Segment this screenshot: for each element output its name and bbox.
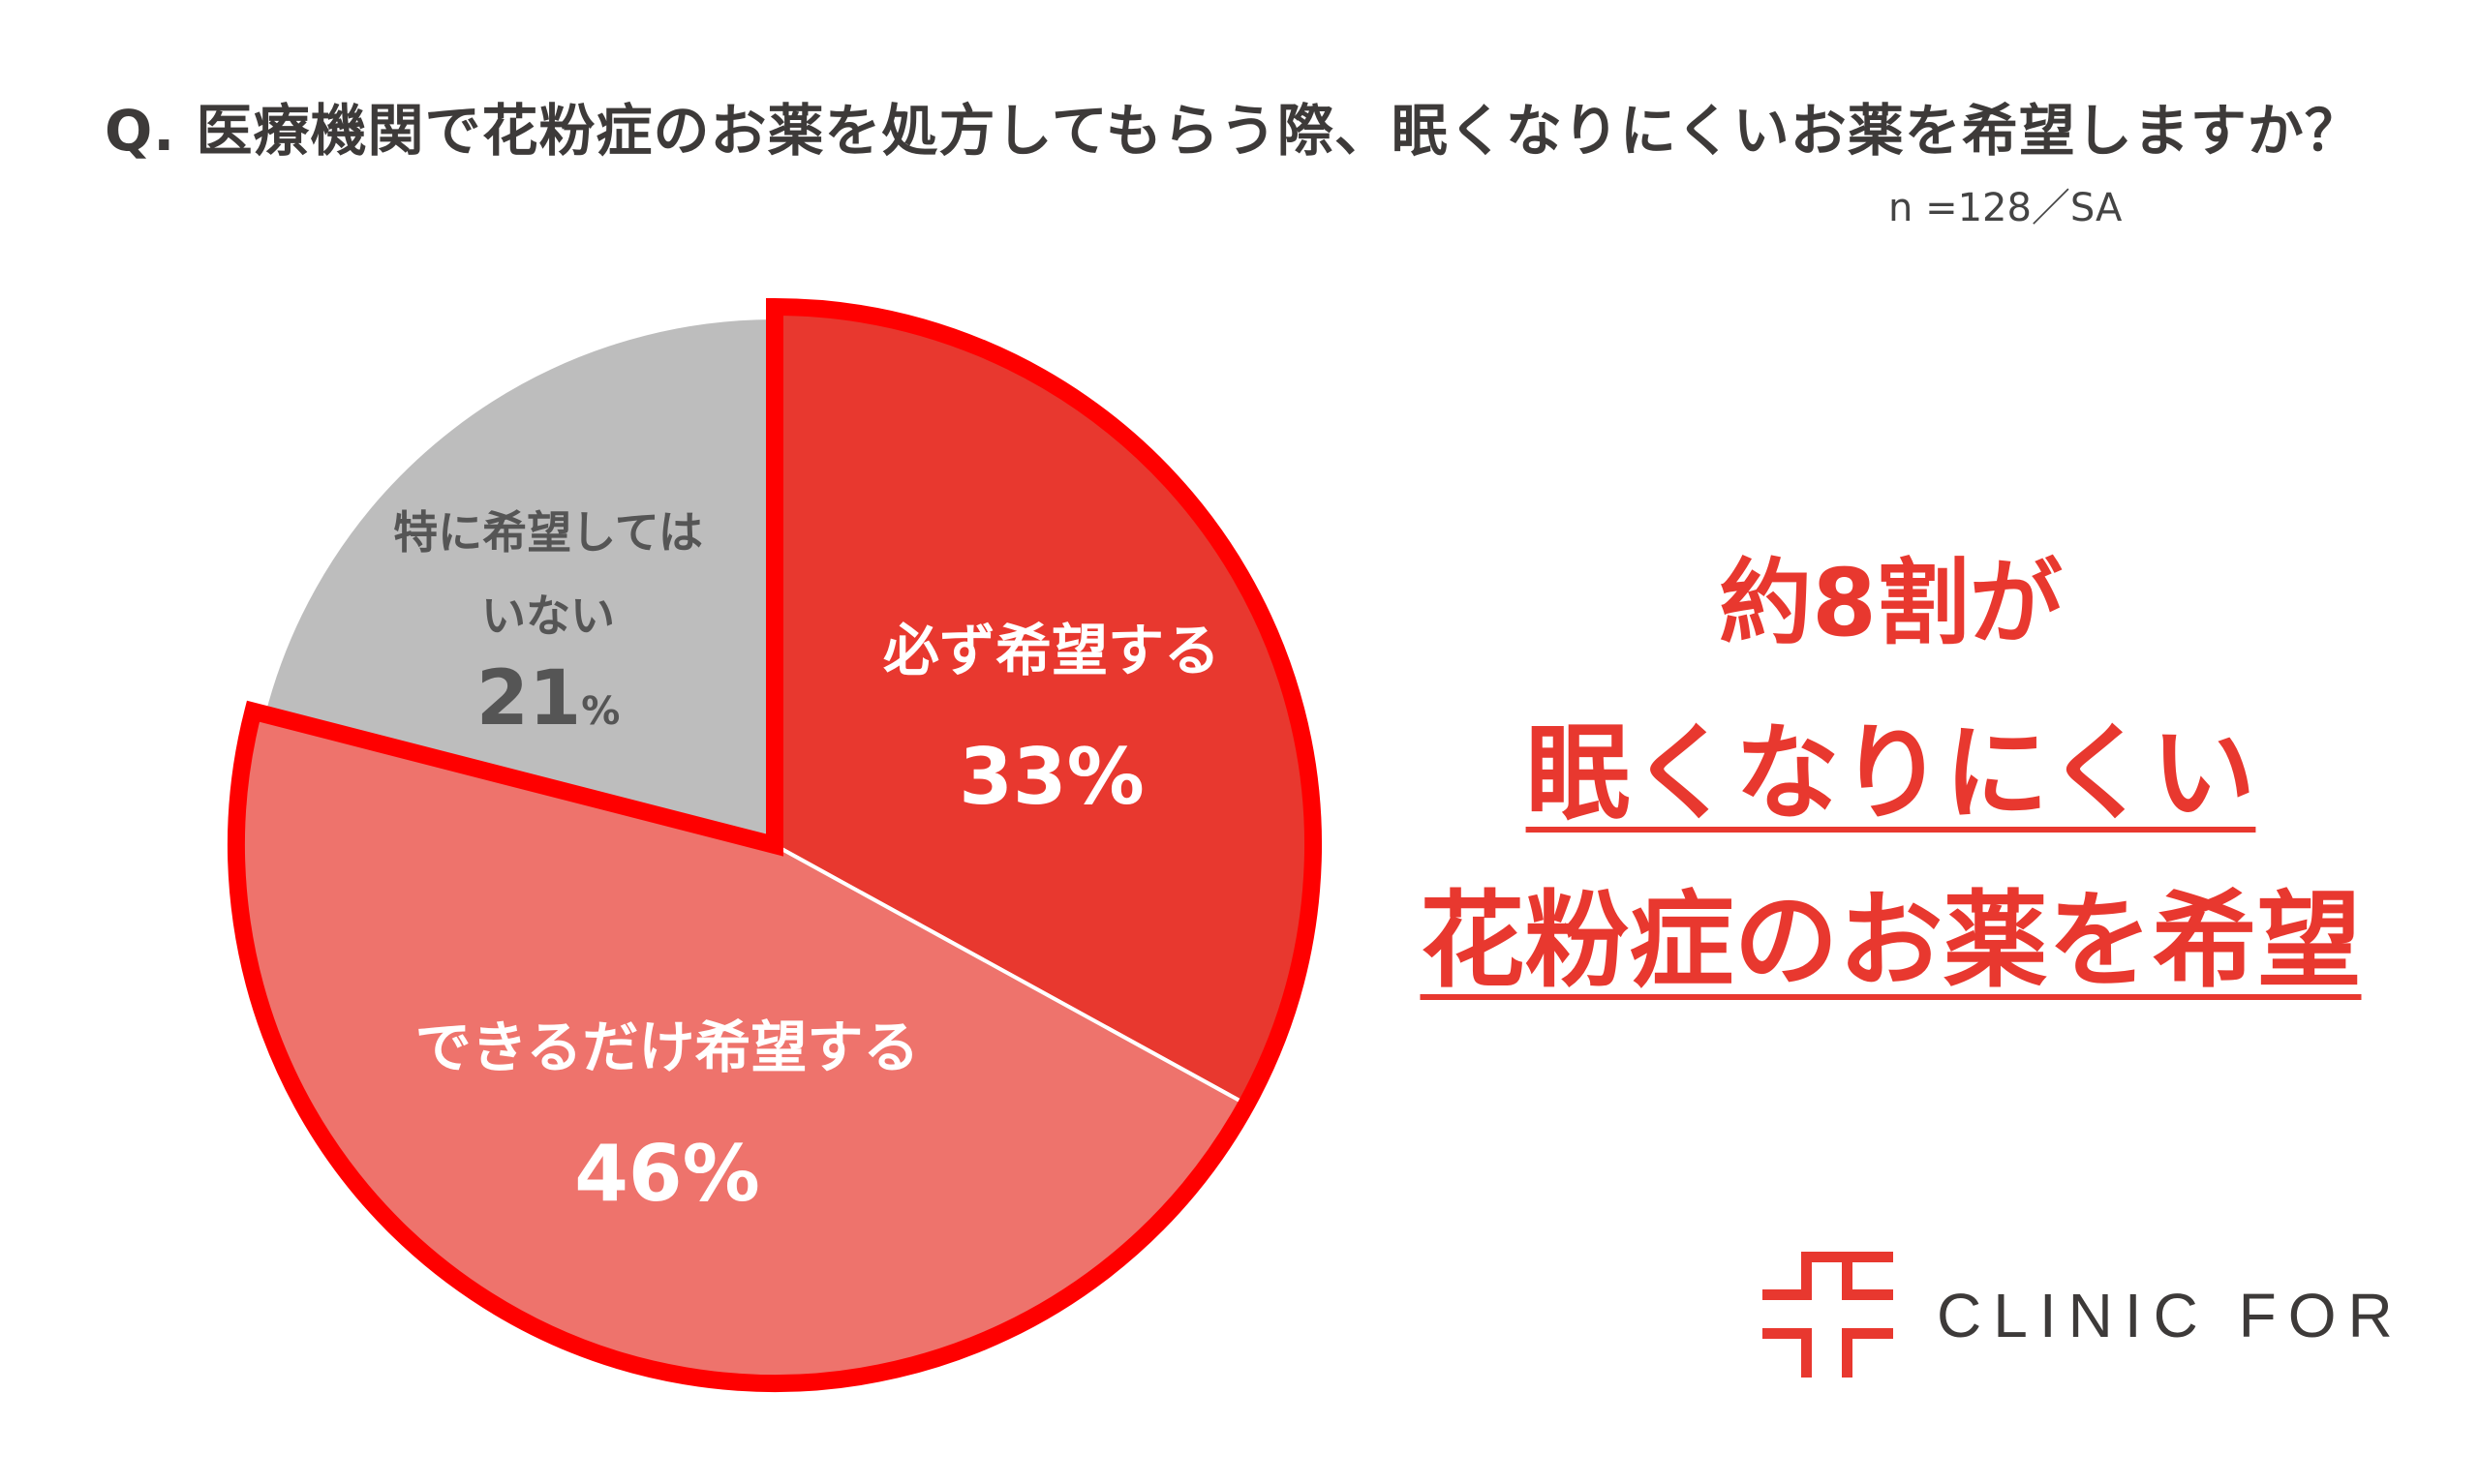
- headline-line3: 花粉症のお薬を希望: [1414, 857, 2368, 1008]
- headline-line2-text: 眠くなりにくい: [1525, 713, 2256, 834]
- slice-label-特に希望してはいない-line2: いない: [481, 590, 615, 642]
- headline-line2: 眠くなりにくい: [1414, 689, 2368, 840]
- chart-title: Q. 医療機関で花粉症のお薬を処方してもらう際、眠くなりにくいお薬を希望しますか…: [105, 98, 2362, 164]
- headline-line1: 約8割が: [1719, 549, 2063, 657]
- clinic-for-logo-mark: [1762, 1252, 1893, 1378]
- slice-label-必ず希望する: 必ず希望する: [883, 618, 1220, 683]
- highlight-outline: [228, 297, 1322, 1392]
- slice-value-21: 21%: [476, 655, 621, 742]
- slice-value-46: 46%: [574, 1129, 759, 1219]
- slice-value-33: 33%: [959, 732, 1144, 822]
- sample-note: n =128／SA: [1888, 186, 2123, 230]
- slice-label-特に希望してはいない-line1: 特に希望しては: [393, 506, 703, 559]
- headline-line3-text: 花粉症のお薬を希望: [1420, 881, 2362, 1002]
- slice-label-できるだけ希望する: できるだけ希望する: [415, 1015, 920, 1080]
- clinic-for-logo-text: CLINIC FOR: [1937, 1281, 2404, 1350]
- pie-slice-3: [260, 315, 777, 848]
- slice-value-21-unit: %: [581, 689, 620, 734]
- slice-value-21-number: 21: [476, 655, 582, 742]
